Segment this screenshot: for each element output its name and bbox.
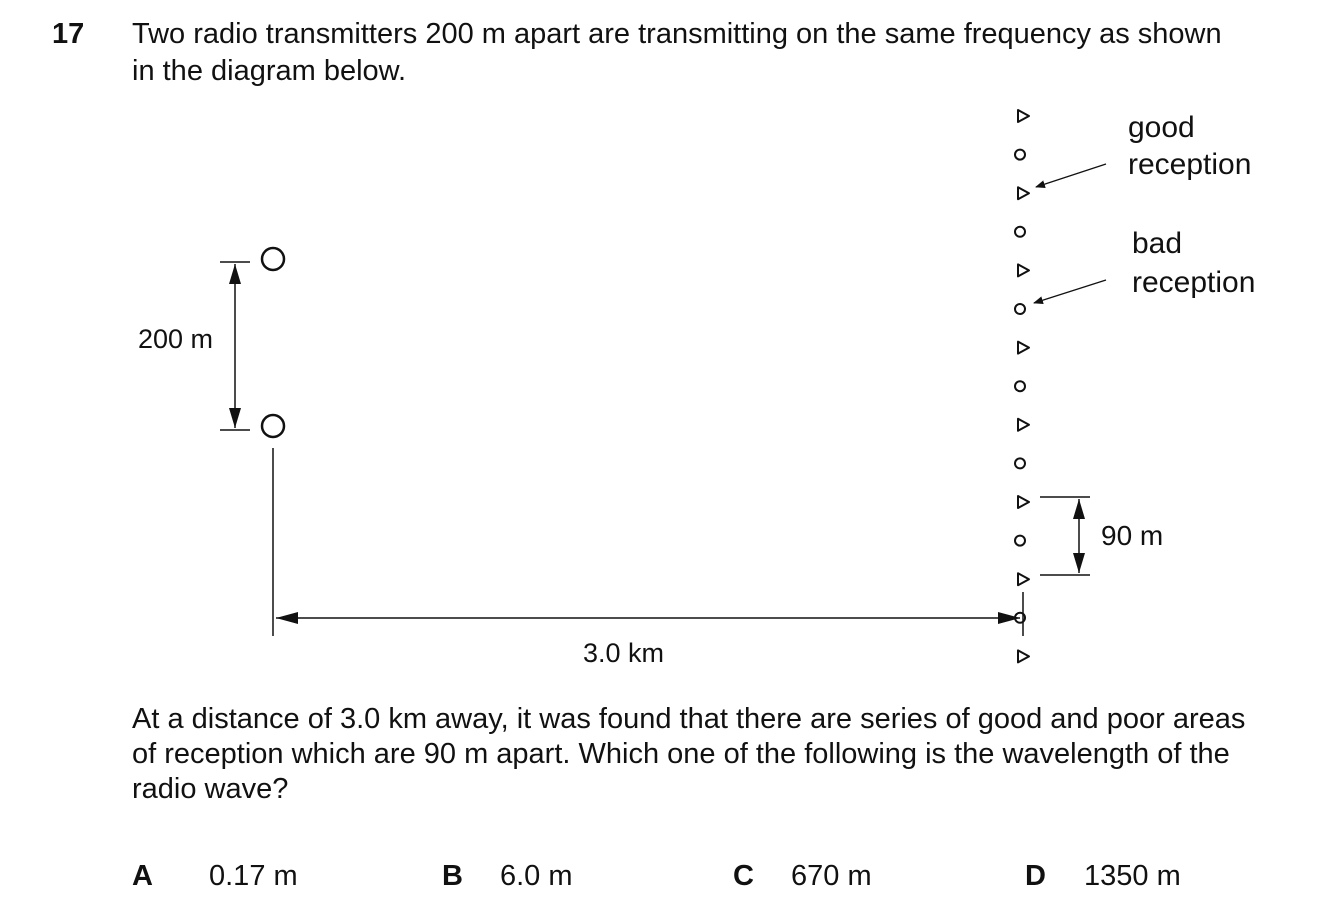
option-b-letter[interactable]: B: [442, 860, 463, 892]
option-c-value[interactable]: 670 m: [791, 860, 872, 892]
option-b-value[interactable]: 6.0 m: [500, 860, 573, 892]
reception-pattern: [1014, 109, 1030, 664]
option-a-letter[interactable]: A: [132, 860, 153, 892]
good-reception-marker: [1017, 495, 1030, 509]
option-d-value[interactable]: 1350 m: [1084, 860, 1181, 892]
good-reception-marker: [1017, 417, 1030, 432]
option-a-value[interactable]: 0.17 m: [209, 860, 298, 892]
good-reception-marker: [1017, 649, 1030, 664]
spacing-dimension: [1040, 496, 1090, 576]
question-body-line-2: of reception which are 90 m apart. Which…: [132, 738, 1230, 770]
option-d-letter[interactable]: D: [1025, 860, 1046, 892]
question-body-line-3: radio wave?: [132, 773, 289, 805]
bad-reception-marker: [1014, 148, 1026, 161]
transmitter-top: [260, 246, 286, 272]
good-reception-marker: [1017, 572, 1030, 587]
good-reception-marker: [1017, 109, 1030, 123]
question-body-line-1: At a distance of 3.0 km away, it was fou…: [132, 703, 1246, 735]
question-intro-line-2: in the diagram below.: [132, 55, 407, 87]
bad-label-line-2: reception: [1132, 266, 1255, 299]
distance-dimension: [276, 612, 1020, 624]
bad-reception-arrow: [1033, 279, 1107, 305]
spacing-label: 90 m: [1101, 520, 1163, 551]
bad-reception-marker: [1014, 380, 1026, 393]
interference-diagram: 200 m 3.0 km good reception bad receptio…: [138, 109, 1255, 668]
option-c-letter[interactable]: C: [733, 860, 754, 892]
good-reception-marker: [1017, 340, 1030, 355]
bad-reception-marker: [1014, 457, 1026, 470]
bad-reception-marker: [1014, 225, 1026, 238]
good-reception-marker: [1017, 263, 1030, 278]
bad-reception-marker: [1014, 534, 1026, 547]
good-reception-marker: [1017, 186, 1030, 201]
separation-dimension: [220, 261, 250, 431]
distance-label: 3.0 km: [583, 638, 664, 668]
transmitter-bottom: [260, 413, 286, 439]
good-label-line-1: good: [1128, 111, 1195, 144]
question-number: 17: [52, 18, 85, 50]
separation-label: 200 m: [138, 324, 213, 354]
bad-reception-marker: [1014, 303, 1026, 315]
good-reception-arrow: [1035, 163, 1107, 188]
bad-label-line-1: bad: [1132, 227, 1182, 260]
question-intro-line-1: Two radio transmitters 200 m apart are t…: [132, 18, 1222, 50]
good-label-line-2: reception: [1128, 148, 1251, 181]
bad-reception-marker: [1014, 611, 1026, 624]
